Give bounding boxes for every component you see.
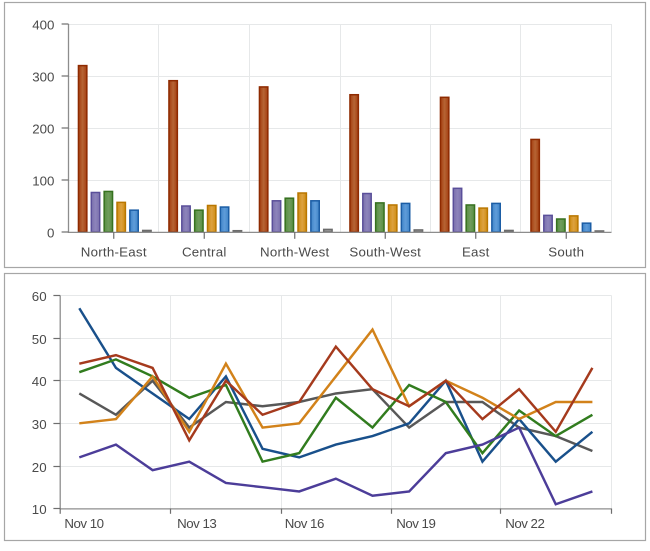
svg-text:Nov 13: Nov 13 — [177, 516, 216, 531]
svg-text:10: 10 — [32, 502, 47, 517]
svg-text:400: 400 — [32, 18, 54, 33]
svg-text:Nov 10: Nov 10 — [64, 516, 103, 531]
svg-text:North-East: North-East — [81, 245, 147, 260]
svg-text:South-West: South-West — [349, 245, 421, 260]
svg-text:60: 60 — [32, 289, 47, 304]
svg-text:20: 20 — [32, 460, 47, 475]
svg-text:Nov 16: Nov 16 — [285, 516, 324, 531]
svg-text:0: 0 — [47, 226, 54, 241]
svg-text:300: 300 — [32, 70, 54, 85]
svg-text:100: 100 — [32, 174, 54, 189]
svg-text:East: East — [462, 245, 490, 260]
svg-text:30: 30 — [32, 417, 47, 432]
svg-text:Nov 19: Nov 19 — [396, 516, 435, 531]
svg-text:40: 40 — [32, 374, 47, 389]
svg-text:South: South — [548, 245, 584, 260]
svg-text:North-West: North-West — [260, 245, 330, 260]
svg-text:Central: Central — [182, 245, 227, 260]
svg-text:50: 50 — [32, 332, 47, 347]
svg-text:Nov 22: Nov 22 — [505, 516, 544, 531]
svg-text:200: 200 — [32, 122, 54, 137]
